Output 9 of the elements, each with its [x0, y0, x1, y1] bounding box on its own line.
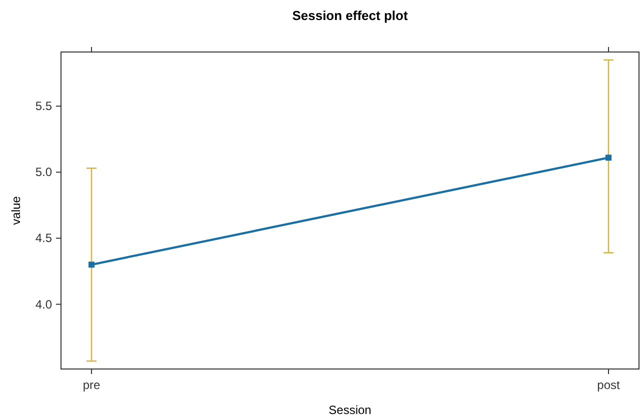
- x-axis-title: Session: [328, 403, 372, 417]
- y-tick-label: 5.5: [35, 99, 52, 114]
- y-tick-label: 5.0: [35, 165, 52, 180]
- x-tick-label: pre: [82, 378, 100, 392]
- y-tick-label: 4.0: [35, 297, 52, 312]
- x-tick-label: post: [597, 378, 620, 392]
- y-axis-title: value: [9, 196, 23, 225]
- y-tick-label: 4.5: [35, 231, 52, 246]
- chart-title: Session effect plot: [292, 8, 408, 23]
